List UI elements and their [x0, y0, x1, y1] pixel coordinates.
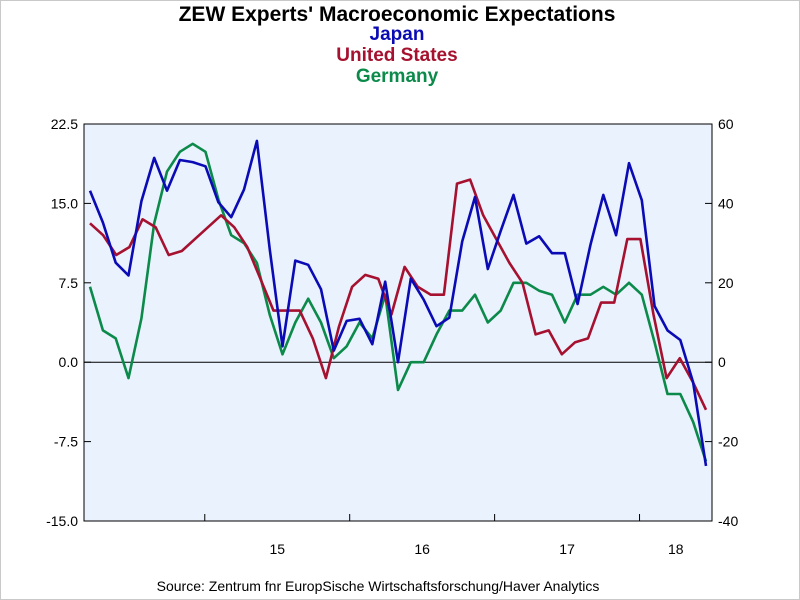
series-lines: [88, 139, 708, 467]
right-tick-label: 60: [718, 116, 734, 132]
series-line-japan: [88, 139, 708, 467]
source-note: Source: Zentrum fnr EuropSische Wirtscha…: [157, 578, 600, 594]
x-tick-label: 16: [414, 541, 430, 557]
subtitle-united-states: United States: [336, 45, 457, 66]
series-line-germany: [88, 142, 708, 462]
left-tick-label: 0.0: [59, 354, 79, 370]
x-axis: 15 16 17 18: [204, 514, 684, 557]
left-tick-label: -7.5: [54, 434, 78, 450]
series-line-united-states: [89, 178, 708, 411]
left-tick-label: -15.0: [46, 513, 78, 529]
plot-frame: [83, 123, 713, 522]
x-tick-label: 17: [559, 541, 575, 557]
right-tick-label: -20: [718, 434, 738, 450]
left-tick-label: 22.5: [51, 116, 78, 132]
chart-title: ZEW Experts' Macroeconomic Expectations: [179, 3, 616, 26]
right-tick-label: 40: [718, 195, 734, 211]
x-tick-label: 15: [269, 541, 285, 557]
plot-area: [84, 124, 712, 521]
x-tick-label: 18: [668, 541, 684, 557]
right-tick-label: -40: [718, 513, 738, 529]
subtitle-germany: Germany: [356, 66, 439, 87]
left-tick-label: 7.5: [59, 275, 79, 291]
right-axis: 60 40 20 0 -20 -40: [705, 116, 738, 529]
subtitle-japan: Japan: [370, 24, 425, 45]
left-tick-label: 15.0: [51, 195, 78, 211]
right-tick-label: 0: [718, 354, 726, 370]
right-tick-label: 20: [718, 275, 734, 291]
